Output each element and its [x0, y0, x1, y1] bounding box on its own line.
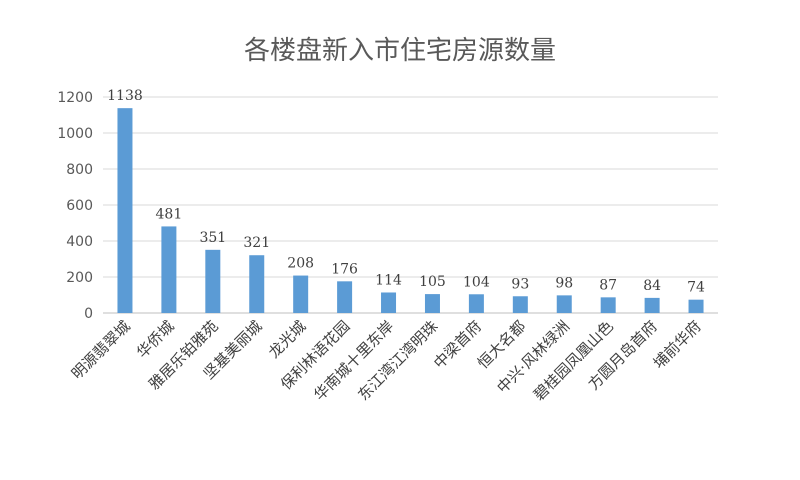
- bar: [161, 226, 177, 313]
- chart-title: 各楼盘新入市住宅房源数量: [243, 36, 556, 66]
- bar: [644, 297, 660, 313]
- bar: [205, 249, 221, 313]
- data-label: 98: [555, 275, 573, 291]
- bar: [337, 281, 353, 313]
- bar: [249, 255, 265, 313]
- data-label: 351: [199, 230, 226, 246]
- bar: [424, 294, 440, 313]
- bar: [556, 295, 572, 313]
- y-tick-label: 1000: [57, 126, 93, 142]
- bar: [381, 292, 397, 313]
- data-label: 481: [156, 206, 183, 222]
- x-tick-label: 明源翡翠城: [68, 317, 134, 383]
- data-label: 87: [599, 277, 617, 293]
- bar: [512, 296, 528, 313]
- data-label: 1138: [107, 88, 143, 104]
- data-labels: 1138 481 351 321 208 176 114 105 104 93 98 87 84 74: [107, 88, 705, 296]
- x-tick-label: 埔前华府: [650, 317, 705, 372]
- data-label: 105: [419, 274, 446, 290]
- bar: [600, 297, 616, 313]
- y-tick-label: 1200: [57, 90, 93, 106]
- x-tick-label: 东江湾江湾明珠: [354, 317, 441, 404]
- y-tick-label: 400: [66, 234, 93, 250]
- data-label: 74: [687, 280, 705, 296]
- bar: [293, 275, 309, 313]
- x-tick-label: 中梁首府: [430, 317, 485, 372]
- data-label: 114: [375, 272, 402, 288]
- data-label: 84: [643, 278, 661, 294]
- data-label: 208: [287, 256, 314, 272]
- y-tick-label: 0: [84, 306, 93, 322]
- data-label: 93: [511, 276, 529, 292]
- grid-layer: [103, 96, 718, 314]
- bar: [117, 108, 133, 313]
- data-label: 104: [463, 274, 490, 290]
- y-tick-label: 200: [66, 270, 93, 286]
- y-tick-label: 800: [66, 162, 93, 178]
- bar: [688, 299, 704, 313]
- data-label: 321: [243, 235, 270, 251]
- y-tick-label: 600: [66, 198, 93, 214]
- bars: [117, 108, 704, 313]
- bar: [468, 294, 484, 313]
- y-axis-ticks: 0 200 400 600 800 1000 1200: [57, 90, 93, 322]
- data-label: 176: [331, 261, 358, 277]
